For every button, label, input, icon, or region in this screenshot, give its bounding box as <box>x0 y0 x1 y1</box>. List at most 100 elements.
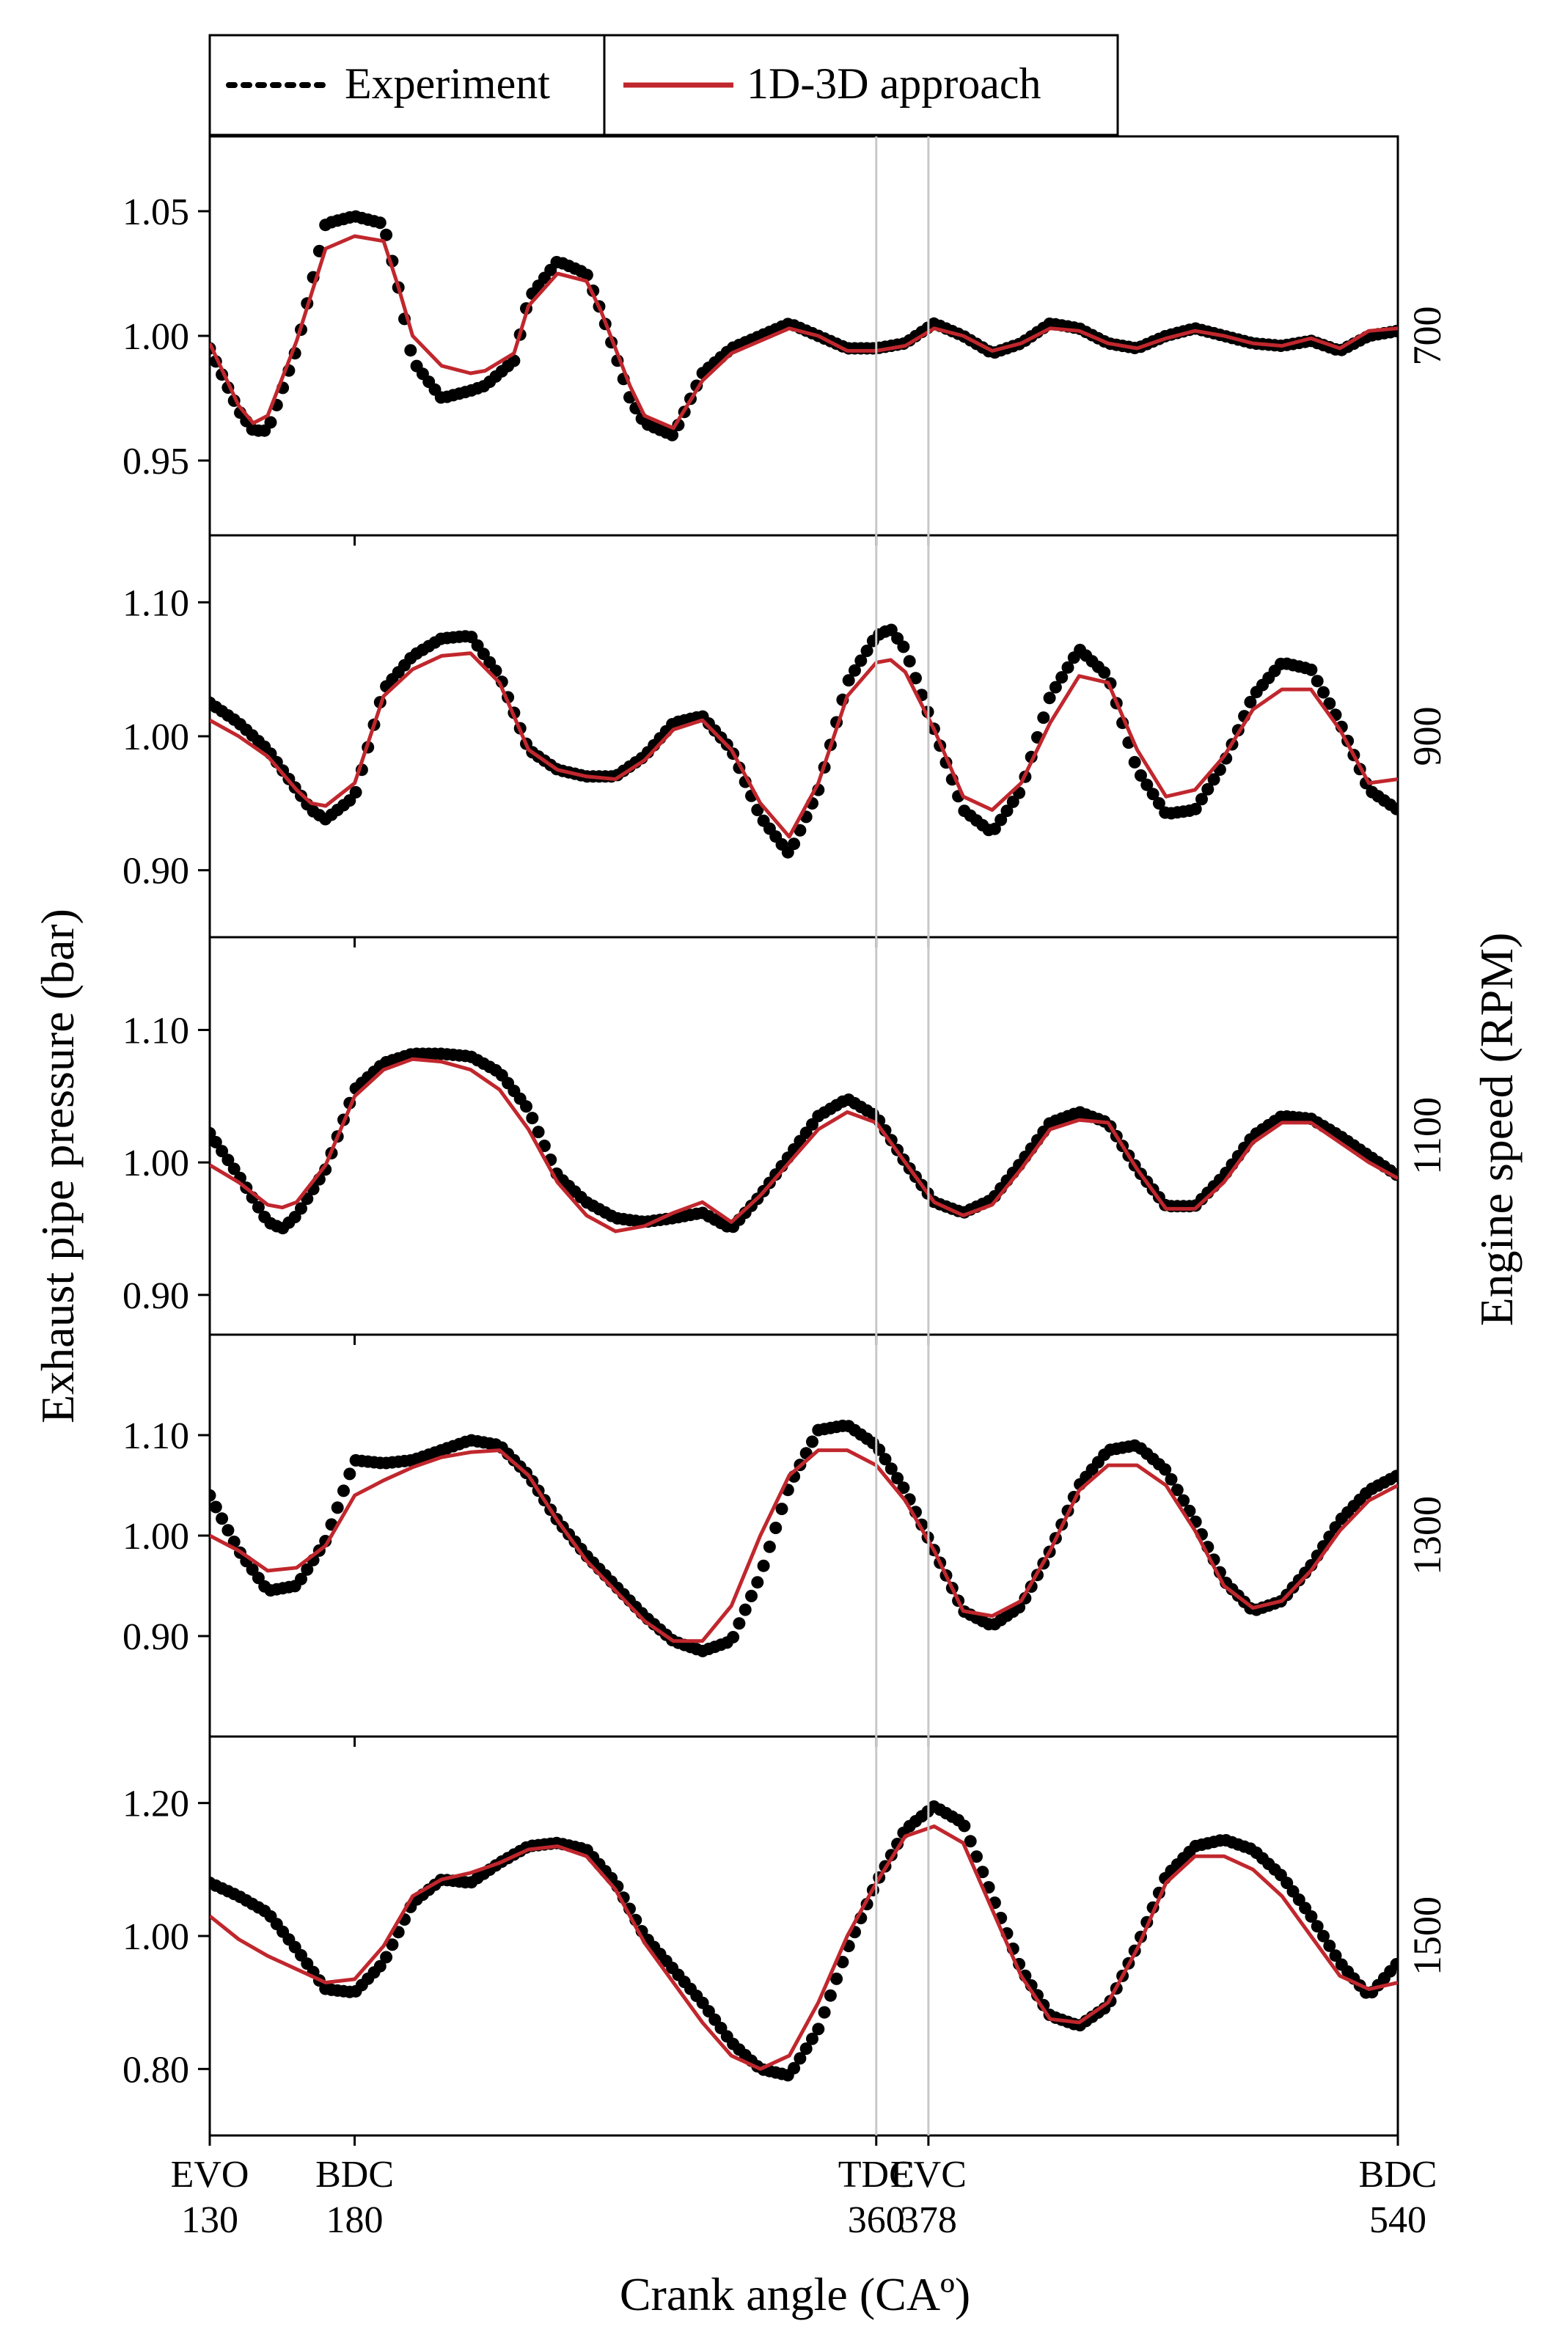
x-tick-label-value: 378 <box>900 2199 957 2241</box>
experiment-point <box>264 416 277 429</box>
experiment-point <box>331 1501 344 1514</box>
y-tick-label: 1.00 <box>122 1143 189 1184</box>
x-tick-label-value: 540 <box>1369 2199 1426 2241</box>
experiment-point <box>1135 769 1147 782</box>
experiment-point <box>210 1489 216 1502</box>
experiment-point <box>1329 1949 1342 1962</box>
speed-label-1300: 1300 <box>1405 1496 1449 1575</box>
experiment-point <box>349 785 362 799</box>
experiment-point <box>252 1200 265 1214</box>
experiment-point <box>745 1589 758 1602</box>
experiment-point <box>216 1145 229 1158</box>
experiment-point <box>727 1631 740 1643</box>
experiment-point <box>806 1435 818 1448</box>
y-axis-title: Exhaust pipe pressure (bar) <box>32 909 84 1423</box>
panel-frame <box>208 534 1399 939</box>
experiment-point <box>897 1481 910 1495</box>
experiment-series-1100 <box>210 1047 1398 1235</box>
x-tick-label-name: EVO <box>171 2154 249 2196</box>
simulation-series-700 <box>210 234 1398 430</box>
experiment-point <box>1043 692 1056 705</box>
x-tick-label-value: 180 <box>326 2199 384 2241</box>
experiment-point <box>751 804 764 816</box>
y-tick-label: 0.90 <box>122 1616 189 1658</box>
experiment-point <box>373 1959 386 1973</box>
experiment-point <box>1201 782 1215 796</box>
simulation-series-1300 <box>210 1448 1398 1643</box>
experiment-point <box>988 822 1001 835</box>
experiment-point <box>1170 1484 1184 1497</box>
experiment-point <box>836 1956 849 1968</box>
panel-1300: 0.90 1.00 1.10 1300 <box>122 1333 1449 1747</box>
experiment-point <box>897 640 910 653</box>
experiment-point <box>1207 773 1220 786</box>
y-tick-label: 1.00 <box>122 1916 189 1958</box>
experiment-point <box>1037 711 1050 725</box>
experiment-point <box>818 2006 831 2019</box>
experiment-point <box>1146 788 1159 801</box>
y-tick-label: 1.10 <box>122 1010 189 1052</box>
experiment-point <box>751 1576 764 1589</box>
experiment-point <box>404 344 417 357</box>
legend-label-simulation: 1D-3D approach <box>747 59 1041 108</box>
experiment-point <box>1152 797 1165 810</box>
speed-label-1100: 1100 <box>1405 1097 1449 1175</box>
simulation-series-1100 <box>210 1057 1398 1233</box>
experiment-series-900 <box>210 623 1398 859</box>
x-axis-title: Crank angle (CAº) <box>620 2268 970 2320</box>
experiment-point <box>1165 1473 1178 1486</box>
x-tick-label-value: 130 <box>181 2199 238 2241</box>
experiment-point <box>794 824 807 837</box>
experiment-point <box>227 1162 241 1176</box>
experiment-series-1500 <box>210 1800 1398 2082</box>
y-tick-label: 1.00 <box>122 316 189 358</box>
experiment-point <box>1305 663 1318 676</box>
y-tick-label: 0.95 <box>122 441 189 483</box>
experiment-point <box>210 1500 222 1514</box>
experiment-point <box>1390 1958 1398 1970</box>
experiment-point <box>526 1112 539 1125</box>
experiment-point <box>1055 671 1069 684</box>
y-tick-label: 0.80 <box>122 2049 189 2091</box>
experiment-point <box>1049 681 1062 694</box>
experiment-point <box>830 1972 843 1985</box>
experiment-point <box>1305 1910 1318 1923</box>
experiment-point <box>775 1503 788 1516</box>
experiment-point <box>1311 675 1324 688</box>
experiment-point <box>788 837 801 851</box>
speed-label-700: 700 <box>1405 307 1449 366</box>
speed-label-1500: 1500 <box>1405 1896 1449 1976</box>
experiment-point <box>739 1603 752 1616</box>
experiment-point <box>221 1154 235 1167</box>
panel-900: 0.90 1.00 1.10 900 <box>122 534 1449 947</box>
y-tick-label: 0.90 <box>122 851 189 892</box>
experiment-point <box>380 1951 393 1964</box>
experiment-point <box>1390 802 1398 815</box>
x-tick-label-name: BDC <box>315 2154 394 2196</box>
experiment-point <box>964 1835 977 1848</box>
experiment-point <box>903 655 916 668</box>
experiment-point <box>216 1512 229 1525</box>
experiment-point <box>1140 778 1154 791</box>
experiment-point <box>970 1850 983 1863</box>
experiment-point <box>849 664 861 677</box>
experiment-point <box>386 1938 399 1951</box>
experiment-point <box>295 1572 307 1585</box>
experiment-point <box>1128 755 1141 769</box>
experiment-point <box>799 2042 813 2056</box>
experiment-point <box>1317 686 1330 699</box>
experiment-point <box>295 1202 307 1215</box>
experiment-point <box>532 1126 545 1139</box>
y-tick-label: 1.00 <box>122 1516 189 1558</box>
experiment-point <box>1000 804 1014 818</box>
experiment-point <box>879 1453 892 1466</box>
legend: Experiment 1D-3D approach <box>208 34 1119 136</box>
experiment-point <box>1311 1920 1324 1933</box>
experiment-point <box>769 1522 783 1534</box>
simulation-series-1500 <box>210 1824 1398 2071</box>
panel-1100: 0.90 1.00 1.10 1100 <box>122 936 1449 1345</box>
experiment-point <box>380 228 393 241</box>
y-tick-label: 1.20 <box>122 1783 189 1825</box>
